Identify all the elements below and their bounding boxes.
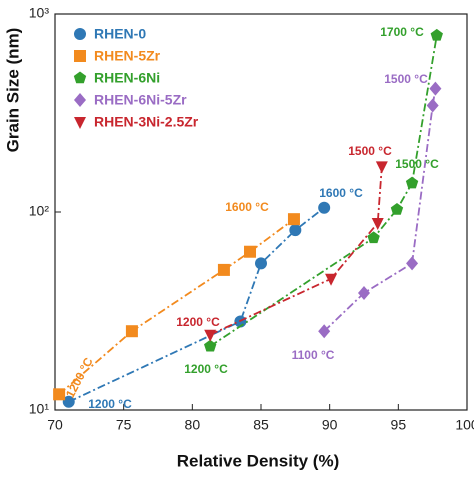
annotation: 1600 °C bbox=[319, 186, 363, 200]
series-line bbox=[209, 35, 438, 347]
data-point bbox=[426, 98, 439, 113]
data-point bbox=[318, 324, 331, 339]
annotation: 1500 °C bbox=[348, 144, 392, 158]
x-tick-label: 80 bbox=[185, 417, 201, 433]
legend-marker bbox=[74, 93, 86, 107]
y-tick-label: 10² bbox=[29, 203, 50, 219]
series-line bbox=[58, 218, 295, 396]
x-axis-label: Relative Density (%) bbox=[177, 451, 340, 470]
y-tick-label: 10¹ bbox=[29, 401, 50, 417]
annotation: 1500 °C bbox=[395, 157, 439, 171]
legend-marker bbox=[74, 50, 86, 62]
data-point bbox=[429, 81, 442, 96]
data-point bbox=[204, 329, 217, 342]
data-point bbox=[289, 224, 302, 237]
legend-label: RHEN-5Zr bbox=[94, 48, 161, 64]
legend-marker bbox=[74, 28, 86, 40]
annotation: 1500 °C bbox=[384, 72, 428, 86]
x-tick-label: 95 bbox=[391, 417, 407, 433]
data-point bbox=[244, 245, 257, 258]
data-point bbox=[371, 217, 384, 230]
x-tick-label: 75 bbox=[116, 417, 132, 433]
legend-label: RHEN-3Ni-2.5Zr bbox=[94, 114, 199, 130]
data-point bbox=[53, 388, 66, 401]
data-point bbox=[390, 202, 404, 215]
data-point bbox=[375, 161, 388, 174]
legend-label: RHEN-0 bbox=[94, 26, 146, 42]
annotation: 1200 °C bbox=[63, 355, 96, 400]
y-axis-label: Grain Size (nm) bbox=[3, 28, 22, 153]
annotation: 1600 °C bbox=[225, 200, 269, 214]
data-point bbox=[325, 273, 338, 286]
data-point bbox=[287, 213, 300, 226]
annotation: 1100 °C bbox=[292, 348, 335, 362]
annotation: 1200 °C bbox=[184, 362, 228, 376]
annotation: 1200 °C bbox=[88, 397, 132, 411]
series-line bbox=[323, 88, 437, 332]
data-point bbox=[430, 28, 443, 41]
data-point bbox=[318, 201, 331, 214]
data-point bbox=[405, 176, 419, 189]
annotation: 1700 °C bbox=[380, 25, 424, 39]
legend-marker bbox=[74, 117, 86, 129]
series-line bbox=[209, 166, 383, 336]
x-tick-label: 100 bbox=[455, 417, 474, 433]
data-point bbox=[62, 395, 75, 408]
data-point bbox=[125, 325, 138, 338]
x-tick-label: 85 bbox=[253, 417, 269, 433]
annotation: 1200 °C bbox=[176, 315, 220, 329]
data-point bbox=[358, 285, 370, 300]
legend-label: RHEN-6Ni-5Zr bbox=[94, 92, 187, 108]
legend-label: RHEN-6Ni bbox=[94, 70, 160, 86]
data-point bbox=[406, 256, 419, 271]
data-point bbox=[217, 263, 230, 276]
data-point bbox=[204, 339, 217, 352]
x-tick-label: 70 bbox=[47, 417, 63, 433]
data-point bbox=[255, 257, 267, 270]
data-point bbox=[367, 231, 380, 244]
legend-marker bbox=[73, 71, 87, 84]
y-tick-label: 10³ bbox=[29, 5, 50, 21]
x-tick-label: 90 bbox=[322, 417, 338, 433]
